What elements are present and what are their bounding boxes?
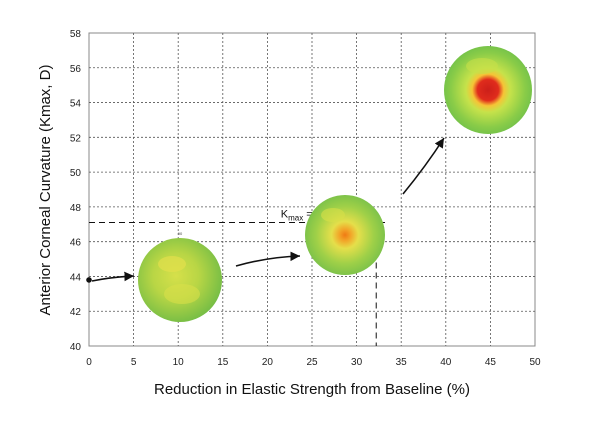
y-tick-label: 46 (70, 238, 82, 249)
y-tick-labels: 40 42 44 46 48 50 52 54 56 58 (70, 29, 82, 353)
y-tick-label: 56 (70, 64, 82, 75)
arrow-3 (402, 137, 445, 195)
x-tick-label: 50 (529, 357, 541, 368)
y-tick-label: 48 (70, 203, 82, 214)
y-tick-label: 54 (70, 99, 82, 110)
y-tick-label: 42 (70, 307, 82, 318)
topography-map-1: 90 (138, 231, 222, 322)
topography-map-3 (444, 46, 532, 134)
x-tick-label: 40 (440, 357, 452, 368)
data-points (86, 277, 92, 283)
x-tick-labels: 0 5 10 15 20 25 30 35 40 45 50 (86, 357, 541, 368)
x-tick-label: 0 (86, 357, 92, 368)
x-tick-label: 45 (485, 357, 497, 368)
svg-text:90: 90 (178, 231, 183, 236)
x-tick-label: 10 (173, 357, 185, 368)
arrow-1 (91, 271, 135, 282)
y-tick-label: 40 (70, 342, 82, 353)
arrow-2 (235, 251, 301, 267)
x-tick-label: 15 (217, 357, 229, 368)
y-tick-label: 58 (70, 29, 82, 40)
y-tick-label: 52 (70, 133, 82, 144)
x-tick-label: 20 (262, 357, 274, 368)
y-tick-label: 50 (70, 168, 82, 179)
x-tick-label: 30 (351, 357, 363, 368)
x-tick-label: 35 (396, 357, 408, 368)
y-tick-label: 44 (70, 272, 82, 283)
topography-map-2 (305, 195, 385, 275)
x-tick-label: 25 (306, 357, 318, 368)
y-axis-title: Anterior Corneal Curvature (Kmax, D) (37, 65, 54, 316)
data-point (86, 277, 92, 283)
x-tick-label: 5 (131, 357, 137, 368)
x-axis-title: Reduction in Elastic Strength from Basel… (154, 381, 470, 398)
